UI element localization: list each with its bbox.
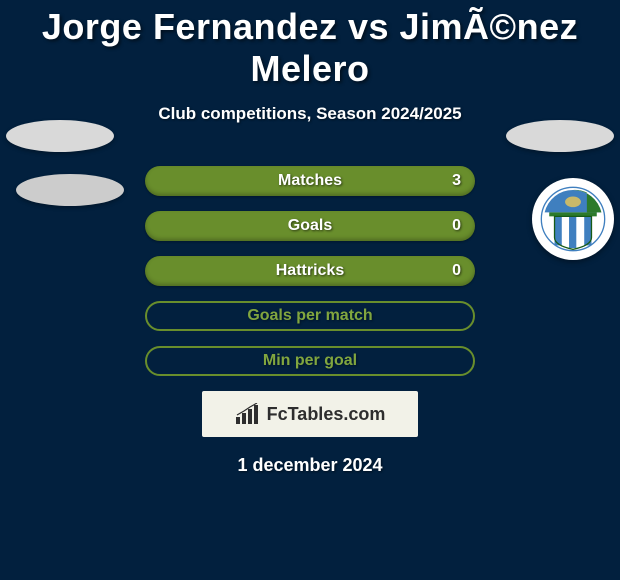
brand-box: FcTables.com — [202, 391, 418, 437]
brand-text: FcTables.com — [267, 404, 386, 425]
stat-label: Min per goal — [263, 352, 357, 370]
stat-value: 0 — [452, 262, 461, 280]
stat-row-matches: Matches 3 — [145, 166, 475, 196]
stat-row-min-per-goal: Min per goal — [145, 346, 475, 376]
page-subtitle: Club competitions, Season 2024/2025 — [0, 104, 620, 124]
stat-value: 0 — [452, 217, 461, 235]
stat-label: Goals per match — [247, 307, 372, 325]
stat-label: Matches — [278, 172, 342, 190]
stats-container: Matches 3 Goals 0 Hattricks 0 Goals per … — [0, 166, 620, 476]
decorative-oval-right-1 — [506, 120, 614, 152]
stat-value: 3 — [452, 172, 461, 190]
stat-row-goals-per-match: Goals per match — [145, 301, 475, 331]
page-title: Jorge Fernandez vs JimÃ©nez Melero — [0, 0, 620, 90]
stat-label: Goals — [288, 217, 332, 235]
decorative-oval-left-1 — [6, 120, 114, 152]
stat-row-goals: Goals 0 — [145, 211, 475, 241]
bar-chart-icon — [235, 403, 261, 425]
date-text: 1 december 2024 — [0, 455, 620, 476]
stat-row-hattricks: Hattricks 0 — [145, 256, 475, 286]
stat-label: Hattricks — [276, 262, 344, 280]
